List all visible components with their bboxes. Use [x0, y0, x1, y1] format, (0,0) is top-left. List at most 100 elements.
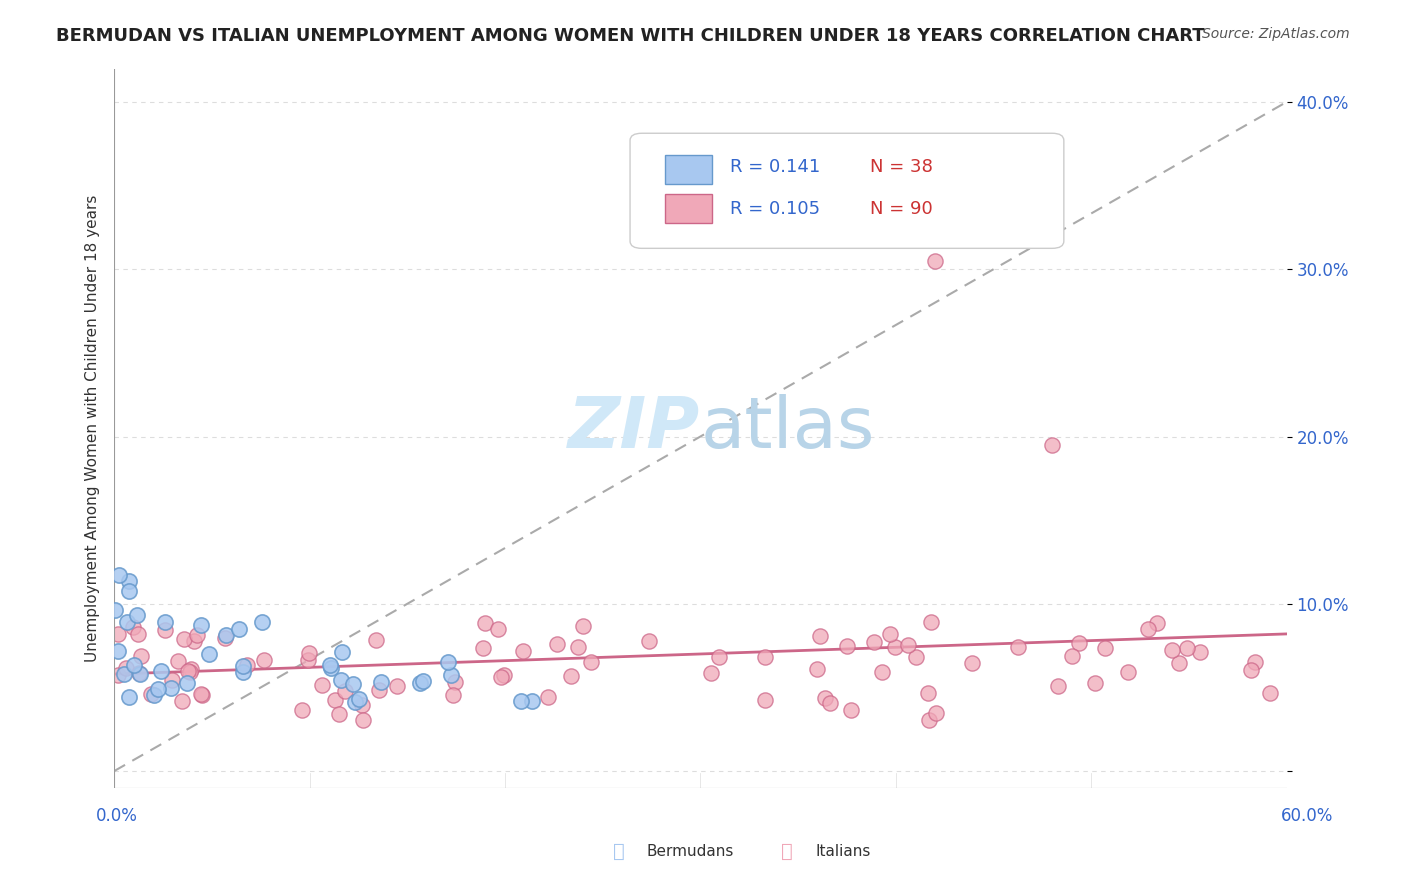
- Point: [167, 654, 190, 668]
- Point: [806, 661, 828, 675]
- Point: [128, 665, 150, 680]
- Point: [1083, 675, 1105, 690]
- Point: [333, 684, 356, 698]
- Point: [179, 665, 201, 679]
- Point: [1094, 640, 1116, 655]
- Point: [1243, 655, 1265, 669]
- Point: [917, 686, 939, 700]
- Point: [141, 687, 163, 701]
- Point: [176, 664, 198, 678]
- Point: [127, 608, 149, 623]
- Point: [879, 627, 901, 641]
- Text: 0.0%: 0.0%: [96, 807, 138, 825]
- Point: [1116, 665, 1139, 680]
- Point: [638, 634, 661, 648]
- Point: [115, 615, 138, 629]
- Point: [1188, 645, 1211, 659]
- Point: [215, 628, 238, 642]
- Text: 60.0%: 60.0%: [1281, 807, 1333, 825]
- Text: ⬜: ⬜: [613, 842, 624, 862]
- Point: [236, 658, 259, 673]
- Point: [323, 692, 346, 706]
- Point: [104, 603, 127, 617]
- Point: [904, 650, 927, 665]
- Point: [170, 694, 193, 708]
- Point: [870, 665, 893, 679]
- Bar: [665, 155, 711, 184]
- Point: [925, 706, 948, 721]
- Point: [114, 661, 136, 675]
- Point: [920, 615, 942, 629]
- Point: [814, 690, 837, 705]
- Point: [579, 655, 602, 669]
- Point: [118, 574, 141, 588]
- Point: [700, 666, 723, 681]
- Point: [387, 679, 409, 693]
- Point: [839, 703, 862, 717]
- Point: [198, 647, 221, 661]
- Point: [1040, 438, 1063, 452]
- Point: [370, 675, 392, 690]
- Point: [1137, 623, 1160, 637]
- Point: [368, 682, 391, 697]
- Point: [155, 615, 177, 629]
- Point: [328, 706, 350, 721]
- Point: [107, 667, 129, 681]
- Point: [924, 253, 946, 268]
- Point: [232, 659, 254, 673]
- Point: [298, 647, 321, 661]
- Point: [343, 694, 366, 708]
- Point: [509, 694, 531, 708]
- Text: Bermudans: Bermudans: [647, 845, 734, 859]
- Point: [190, 687, 212, 701]
- Point: [364, 633, 387, 648]
- Point: [118, 583, 141, 598]
- Point: [107, 568, 129, 582]
- Text: atlas: atlas: [700, 393, 875, 463]
- Point: [180, 662, 202, 676]
- Point: [118, 690, 141, 705]
- Point: [818, 696, 841, 710]
- Point: [728, 145, 751, 160]
- Point: [520, 694, 543, 708]
- Text: R = 0.105: R = 0.105: [730, 200, 820, 218]
- Text: BERMUDAN VS ITALIAN UNEMPLOYMENT AMONG WOMEN WITH CHILDREN UNDER 18 YEARS CORREL: BERMUDAN VS ITALIAN UNEMPLOYMENT AMONG W…: [56, 27, 1205, 45]
- Point: [297, 653, 319, 667]
- Point: [537, 690, 560, 704]
- Point: [122, 620, 145, 634]
- Point: [253, 653, 276, 667]
- Point: [191, 688, 214, 702]
- Point: [546, 637, 568, 651]
- Point: [474, 616, 496, 631]
- Point: [214, 631, 236, 645]
- Point: [1146, 615, 1168, 630]
- Text: N = 38: N = 38: [870, 158, 934, 176]
- Point: [252, 615, 274, 629]
- Point: [129, 667, 152, 681]
- Point: [186, 628, 208, 642]
- Text: ZIP: ZIP: [568, 393, 700, 463]
- Point: [352, 698, 374, 712]
- Point: [897, 638, 920, 652]
- Point: [1167, 656, 1189, 670]
- Point: [443, 675, 465, 690]
- Point: [1062, 648, 1084, 663]
- Point: [837, 640, 859, 654]
- Point: [1067, 635, 1090, 649]
- Text: N = 90: N = 90: [870, 200, 934, 218]
- Point: [329, 673, 352, 688]
- Point: [142, 688, 165, 702]
- Point: [319, 661, 342, 675]
- Point: [412, 673, 434, 688]
- Point: [489, 670, 512, 684]
- Text: ⬜: ⬜: [782, 842, 793, 862]
- Point: [349, 691, 371, 706]
- Point: [471, 640, 494, 655]
- Point: [330, 645, 353, 659]
- Point: [754, 649, 776, 664]
- Y-axis label: Unemployment Among Women with Children Under 18 years: Unemployment Among Women with Children U…: [86, 194, 100, 662]
- Point: [107, 627, 129, 641]
- Point: [884, 640, 907, 654]
- Point: [571, 619, 593, 633]
- Point: [291, 703, 314, 717]
